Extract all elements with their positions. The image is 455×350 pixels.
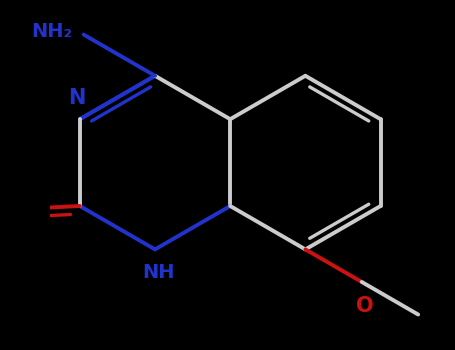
- Text: O: O: [356, 296, 374, 316]
- Text: NH₂: NH₂: [31, 22, 72, 41]
- Text: N: N: [68, 88, 86, 108]
- Text: NH: NH: [142, 263, 174, 282]
